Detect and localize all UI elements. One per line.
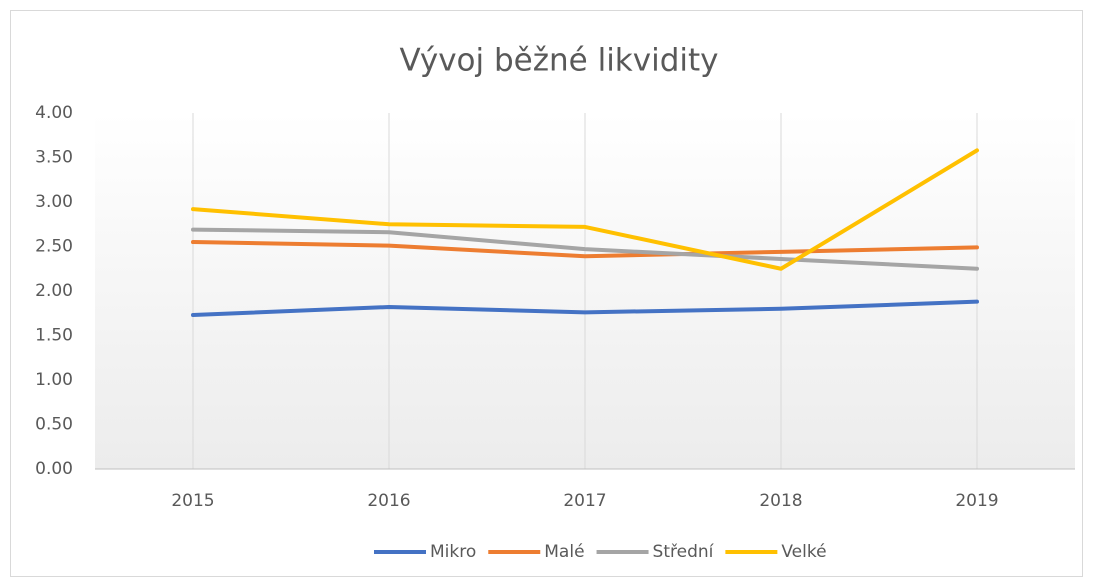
x-tick-label: 2019 [955, 491, 998, 511]
y-tick-label: 1.50 [35, 326, 73, 346]
x-tick-label: 2017 [563, 491, 606, 511]
legend-label: Velké [781, 542, 826, 562]
legend-label: Mikro [430, 542, 476, 562]
legend-label: Malé [544, 542, 584, 562]
y-tick-label: 3.00 [35, 192, 73, 212]
series-line [191, 148, 979, 271]
chart-title: Vývoj běžné likvidity [399, 43, 718, 79]
series-line [191, 240, 979, 259]
y-tick-label: 0.50 [35, 415, 73, 435]
x-tick-label: 2018 [759, 491, 802, 511]
legend-label: Střední [653, 542, 715, 562]
y-tick-label: 2.00 [35, 281, 73, 301]
y-tick-label: 4.00 [35, 103, 73, 123]
series-line [191, 227, 979, 271]
y-tick-label: 1.00 [35, 370, 73, 390]
y-tick-label: 2.50 [35, 237, 73, 257]
series-line [191, 299, 979, 318]
x-tick-label: 2016 [367, 491, 410, 511]
y-tick-label: 0.00 [35, 459, 73, 479]
y-tick-label: 3.50 [35, 148, 73, 168]
x-tick-label: 2015 [171, 491, 214, 511]
